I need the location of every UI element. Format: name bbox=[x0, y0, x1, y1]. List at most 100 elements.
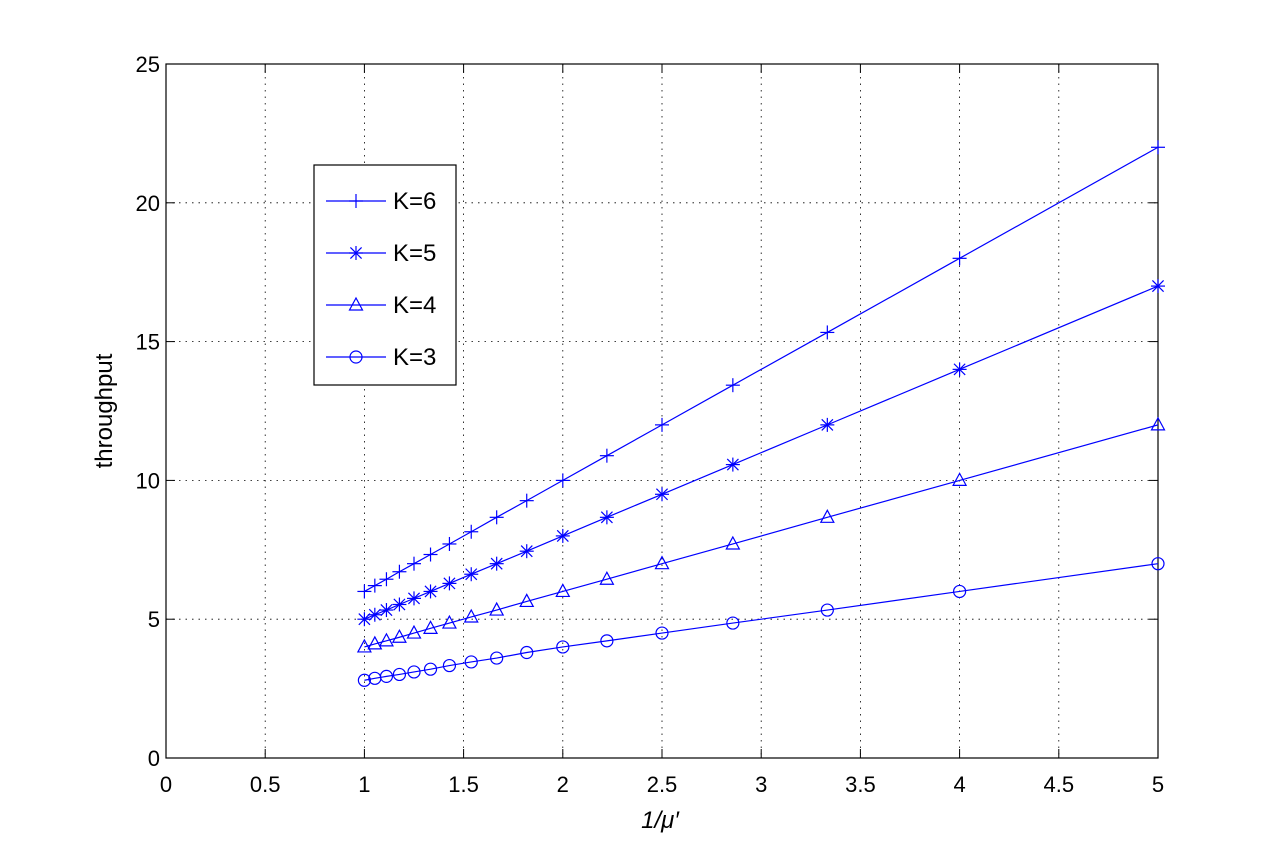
data-point bbox=[820, 325, 835, 340]
data-point bbox=[379, 669, 394, 683]
data-point bbox=[519, 493, 534, 508]
data-point bbox=[407, 591, 421, 606]
data-point bbox=[464, 567, 479, 582]
data-point bbox=[392, 667, 407, 682]
series-k-6 bbox=[357, 140, 1165, 599]
y-axis-label: throughput bbox=[91, 353, 118, 468]
data-point bbox=[555, 583, 571, 598]
legend-entry: K=3 bbox=[326, 344, 436, 371]
data-point bbox=[357, 612, 372, 627]
data-point bbox=[655, 487, 669, 502]
series-k-5 bbox=[357, 279, 1165, 627]
data-point bbox=[726, 616, 740, 630]
data-point bbox=[407, 665, 421, 679]
data-point bbox=[378, 632, 394, 647]
data-point bbox=[952, 251, 967, 266]
legend-label: K=3 bbox=[393, 344, 436, 371]
data-point bbox=[423, 547, 438, 562]
data-point bbox=[367, 635, 383, 650]
data-point bbox=[519, 544, 534, 559]
data-point bbox=[441, 614, 457, 629]
data-point bbox=[1151, 140, 1165, 155]
data-point bbox=[489, 601, 505, 616]
data-point bbox=[952, 584, 967, 599]
y-tick-label: 10 bbox=[136, 468, 160, 493]
x-axis-label: 1/μ′ bbox=[641, 807, 680, 834]
legend-entry: K=6 bbox=[326, 188, 436, 215]
x-tick-label: 1 bbox=[358, 772, 370, 797]
data-point bbox=[489, 556, 504, 571]
data-point bbox=[519, 593, 535, 608]
data-point bbox=[555, 473, 570, 488]
data-point bbox=[379, 572, 394, 587]
legend-marker bbox=[348, 296, 364, 311]
data-point bbox=[423, 662, 438, 676]
data-point bbox=[391, 628, 407, 643]
x-tick-label: 4.5 bbox=[1044, 772, 1075, 797]
data-point bbox=[392, 564, 407, 579]
data-point bbox=[464, 655, 478, 669]
data-point bbox=[367, 578, 382, 593]
data-point bbox=[654, 555, 670, 570]
legend-label: K=4 bbox=[393, 292, 436, 319]
x-tick-label: 0 bbox=[160, 772, 172, 797]
data-point bbox=[599, 570, 615, 585]
legend-entry: K=4 bbox=[326, 292, 436, 319]
x-tick-label: 4 bbox=[953, 772, 965, 797]
data-point bbox=[556, 640, 570, 654]
data-point bbox=[1150, 416, 1166, 431]
x-tick-label: 0.5 bbox=[250, 772, 281, 797]
series-layer bbox=[356, 140, 1166, 687]
data-point bbox=[356, 638, 372, 653]
data-point bbox=[423, 584, 438, 599]
legend-box bbox=[313, 164, 457, 386]
data-point bbox=[952, 472, 968, 486]
x-tick-label: 2.5 bbox=[647, 772, 678, 797]
data-point bbox=[357, 584, 372, 599]
data-point bbox=[367, 607, 382, 622]
data-point bbox=[725, 457, 740, 472]
data-point bbox=[392, 597, 407, 612]
data-point bbox=[490, 651, 504, 665]
data-point bbox=[357, 673, 371, 687]
legend-marker bbox=[349, 350, 363, 364]
axis-ticks: 0 0.5 1 1.5 2 2.5 3 3.5 4 4.5 5 0 5 10 15 20 25 bbox=[136, 52, 1165, 797]
data-point bbox=[820, 603, 834, 617]
series-line bbox=[364, 563, 1159, 681]
x-tick-label: 2 bbox=[557, 772, 569, 797]
y-tick-label: 15 bbox=[136, 330, 160, 355]
grid-lines bbox=[166, 64, 1158, 758]
data-point bbox=[463, 608, 479, 623]
y-tick-label: 25 bbox=[136, 52, 160, 77]
data-point bbox=[600, 634, 614, 648]
data-point bbox=[1151, 279, 1165, 294]
x-tick-label: 3.5 bbox=[845, 772, 876, 797]
data-point bbox=[655, 626, 669, 640]
x-tick-label: 5 bbox=[1152, 772, 1164, 797]
data-point bbox=[464, 524, 479, 539]
legend-marker bbox=[349, 246, 363, 260]
legend-entry: K=5 bbox=[326, 240, 436, 267]
data-point bbox=[379, 603, 394, 618]
legend-label: K=6 bbox=[393, 188, 436, 215]
y-tick-label: 20 bbox=[136, 191, 160, 216]
y-tick-label: 5 bbox=[148, 607, 160, 632]
data-point bbox=[423, 620, 439, 634]
legend: K=6 K=5 K=4 K=3 bbox=[313, 164, 457, 386]
data-point bbox=[555, 528, 570, 543]
data-point bbox=[520, 645, 534, 660]
data-point bbox=[489, 510, 504, 525]
series-k-3 bbox=[357, 557, 1165, 687]
legend-label: K=5 bbox=[393, 240, 436, 267]
data-point bbox=[442, 658, 457, 673]
data-point bbox=[725, 378, 740, 393]
data-point bbox=[442, 576, 457, 591]
data-point bbox=[820, 417, 835, 432]
data-point bbox=[407, 556, 421, 571]
series-k-4 bbox=[356, 416, 1166, 653]
x-tick-label: 1.5 bbox=[448, 772, 479, 797]
data-point bbox=[725, 535, 741, 550]
legend-marker bbox=[349, 194, 363, 208]
y-tick-label: 0 bbox=[148, 746, 160, 771]
data-point bbox=[442, 536, 457, 551]
